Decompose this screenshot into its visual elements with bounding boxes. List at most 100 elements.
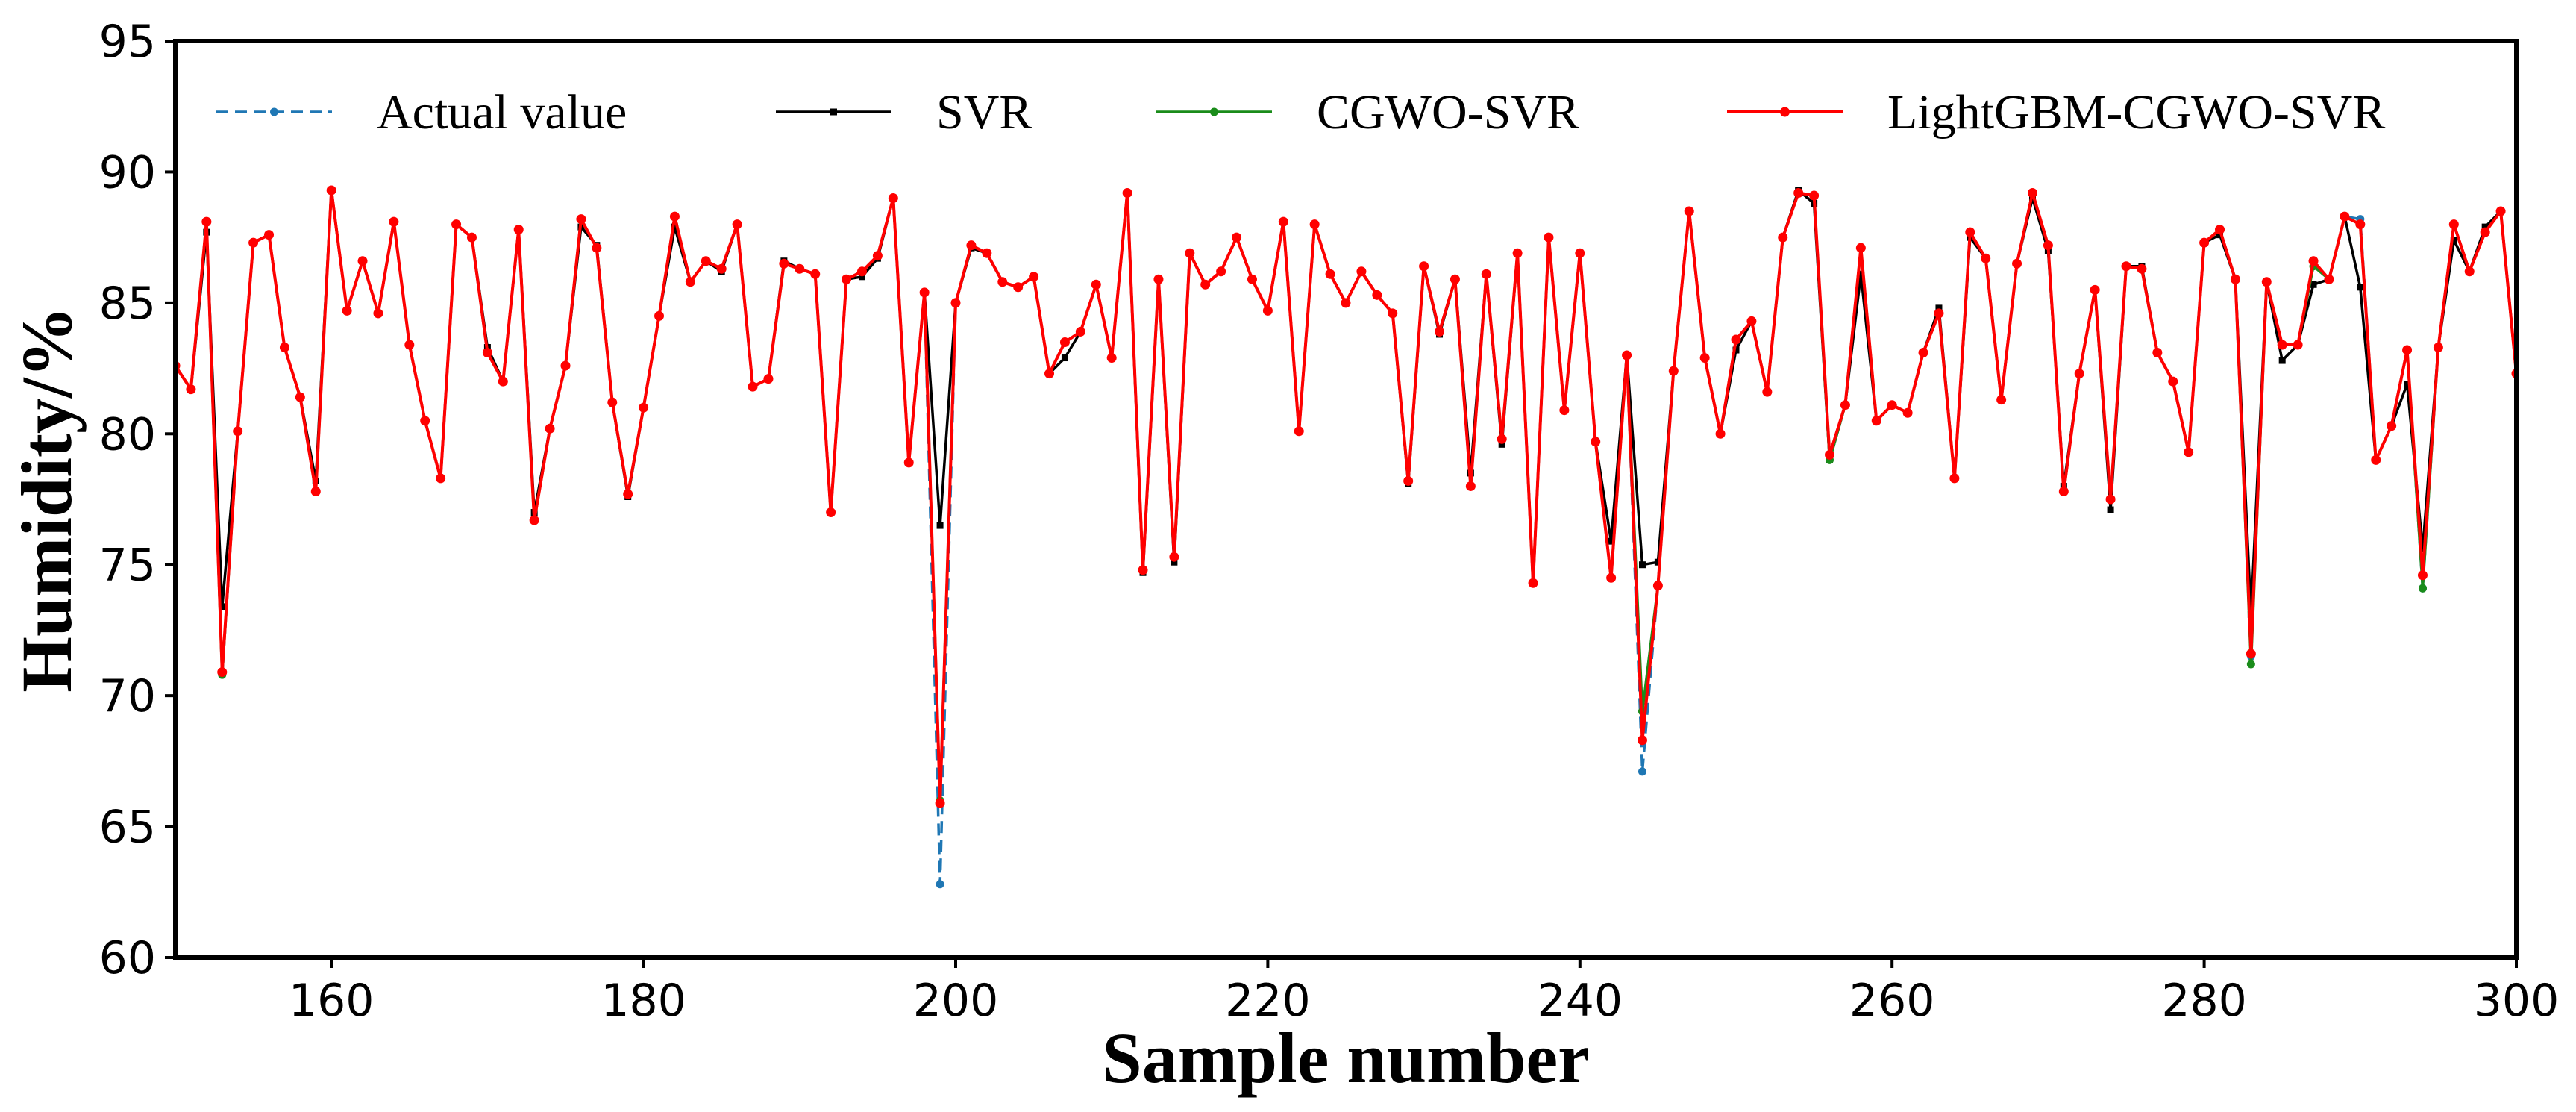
data-point (1247, 274, 1257, 284)
data-point (295, 392, 305, 402)
data-point (1528, 578, 1538, 588)
data-point (2310, 281, 2317, 288)
series-lightgbm-cgwo-svr (175, 185, 2516, 808)
data-point (1965, 227, 1975, 237)
data-point (1668, 366, 1679, 376)
data-point (404, 340, 415, 350)
data-point (1622, 350, 1632, 360)
data-point (592, 243, 602, 253)
data-point (2137, 263, 2147, 274)
data-point (2043, 240, 2053, 251)
data-point (2247, 610, 2254, 618)
y-axis-title: Humidity/% (7, 306, 87, 692)
data-point (482, 348, 492, 358)
data-point (888, 193, 898, 204)
data-point (2074, 369, 2084, 379)
data-point (2417, 570, 2428, 581)
data-point (1918, 348, 1928, 358)
legend-label: LightGBM-CGWO-SVR (1887, 85, 2385, 140)
data-point (1512, 248, 1523, 258)
data-point (2216, 231, 2224, 239)
data-point (1559, 405, 1570, 416)
legend-marker (1780, 107, 1790, 117)
series-line (175, 189, 2516, 805)
data-point (856, 266, 867, 277)
data-point (1388, 308, 1398, 319)
legend-item: Actual value (216, 85, 627, 140)
data-point (2215, 225, 2225, 235)
data-point (1825, 449, 1835, 460)
data-point (2357, 284, 2364, 291)
data-point (607, 397, 618, 407)
data-point (701, 256, 711, 266)
data-point (1356, 266, 1367, 277)
data-point (2199, 237, 2210, 248)
data-point (2058, 486, 2069, 496)
data-point (560, 360, 571, 371)
data-point (950, 298, 961, 308)
data-point (872, 251, 883, 261)
data-point (2107, 506, 2114, 513)
data-point (1372, 290, 1382, 300)
data-point (732, 219, 742, 230)
data-point (2090, 284, 2100, 295)
data-point (936, 522, 944, 529)
data-point (1746, 316, 1757, 326)
data-point (1684, 206, 1694, 216)
data-point (217, 667, 228, 678)
data-point (1732, 346, 1740, 354)
data-point (310, 486, 321, 496)
data-point (1715, 428, 1726, 439)
data-point (1294, 426, 1304, 437)
data-point (1652, 581, 1663, 591)
data-point (545, 423, 555, 434)
data-point (1699, 353, 1710, 363)
data-point (1778, 232, 1788, 243)
data-point (1935, 304, 1943, 312)
data-point (685, 277, 695, 287)
data-point (1169, 552, 1179, 562)
data-point (1498, 440, 1505, 448)
data-point (1075, 326, 1085, 337)
data-point (1762, 387, 1773, 397)
legend-marker (270, 107, 278, 116)
y-tick-label: 95 (99, 16, 156, 68)
data-point (529, 515, 539, 525)
data-point (2481, 223, 2489, 231)
data-point (1171, 558, 1178, 566)
data-point (2340, 211, 2350, 222)
y-tick-label: 60 (99, 932, 156, 984)
series-cgwo-svr (175, 186, 2516, 805)
data-point (219, 603, 226, 610)
data-point (2495, 206, 2506, 216)
data-point (2152, 348, 2163, 358)
data-point (248, 237, 259, 248)
data-point (2464, 266, 2475, 277)
y-tick-label: 80 (99, 408, 156, 460)
legend-label: CGWO-SVR (1317, 85, 1579, 140)
data-point (2184, 447, 2194, 457)
data-point (2105, 494, 2116, 505)
data-point (1262, 305, 1273, 316)
data-point (1857, 270, 1864, 278)
data-point (1278, 216, 1288, 227)
data-point (810, 269, 821, 279)
x-tick-label: 200 (913, 975, 999, 1027)
data-point (357, 256, 368, 266)
data-point (2371, 455, 2381, 465)
data-point (919, 287, 930, 298)
data-point (1731, 334, 1741, 345)
legend-item: SVR (776, 85, 1032, 140)
series-line (175, 189, 2516, 802)
data-point (1934, 308, 1944, 319)
data-point (795, 263, 805, 274)
data-point (2387, 421, 2397, 431)
data-point (2278, 357, 2286, 364)
data-point (966, 240, 977, 251)
data-point (842, 274, 852, 284)
data-point (826, 507, 836, 518)
data-point (654, 310, 665, 321)
legend: Actual value SVR CGWO-SVR LightGBM-CGWO-SVR (216, 85, 2385, 140)
data-point (1138, 565, 1148, 575)
